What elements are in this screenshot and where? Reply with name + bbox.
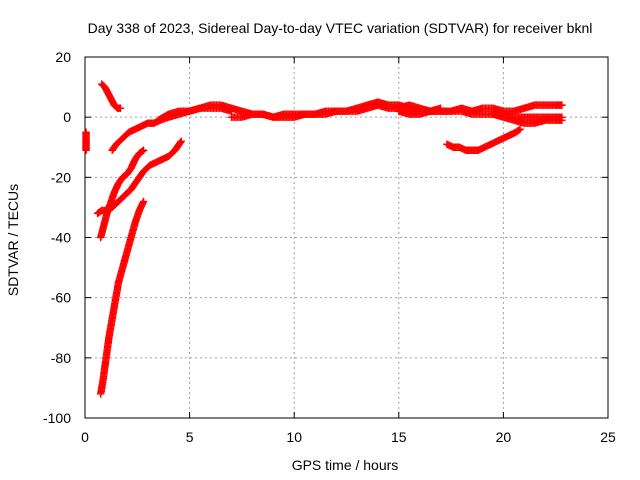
data-point	[139, 146, 148, 154]
x-tick-label: 25	[600, 429, 616, 445]
x-tick-label: 10	[286, 429, 302, 445]
y-tick-label: -40	[51, 230, 71, 246]
data-point	[138, 147, 147, 155]
series-arc-h	[489, 110, 566, 127]
data-point	[515, 126, 523, 134]
x-tick-label: 0	[81, 429, 89, 445]
x-tick-label: 5	[186, 429, 194, 445]
data-point	[516, 125, 524, 133]
series-upper-arc	[98, 80, 125, 112]
series-arc-e	[227, 101, 566, 121]
axis-ticks: 0 5 10 15 20 25 -100 -80 -60 -40 -20 0 20	[43, 49, 616, 445]
series-arc-f	[395, 107, 566, 121]
chart-title: Day 338 of 2023, Sidereal Day-to-day VTE…	[88, 20, 593, 36]
series-arc-g	[443, 125, 524, 154]
data-point	[558, 101, 566, 109]
data-point	[176, 138, 185, 147]
data-point	[139, 197, 148, 206]
data-point	[558, 116, 566, 124]
y-tick-label: 20	[55, 49, 71, 65]
x-tick-label: 20	[496, 429, 512, 445]
data-point	[82, 146, 90, 154]
data-points	[82, 80, 566, 398]
y-tick-label: -80	[51, 350, 71, 366]
x-tick-label: 15	[391, 429, 407, 445]
x-axis-title: GPS time / hours	[292, 457, 399, 473]
data-point	[177, 137, 185, 145]
y-tick-label: 0	[63, 109, 71, 125]
y-tick-label: -100	[43, 410, 71, 426]
data-point	[116, 104, 125, 112]
y-tick-label: -20	[51, 169, 71, 185]
y-tick-label: -60	[51, 290, 71, 306]
series-steep-arc	[96, 197, 148, 398]
series-arc-c	[93, 137, 185, 218]
series-left-edge	[82, 128, 90, 154]
y-axis-title: SDTVAR / TECUs	[5, 184, 21, 296]
